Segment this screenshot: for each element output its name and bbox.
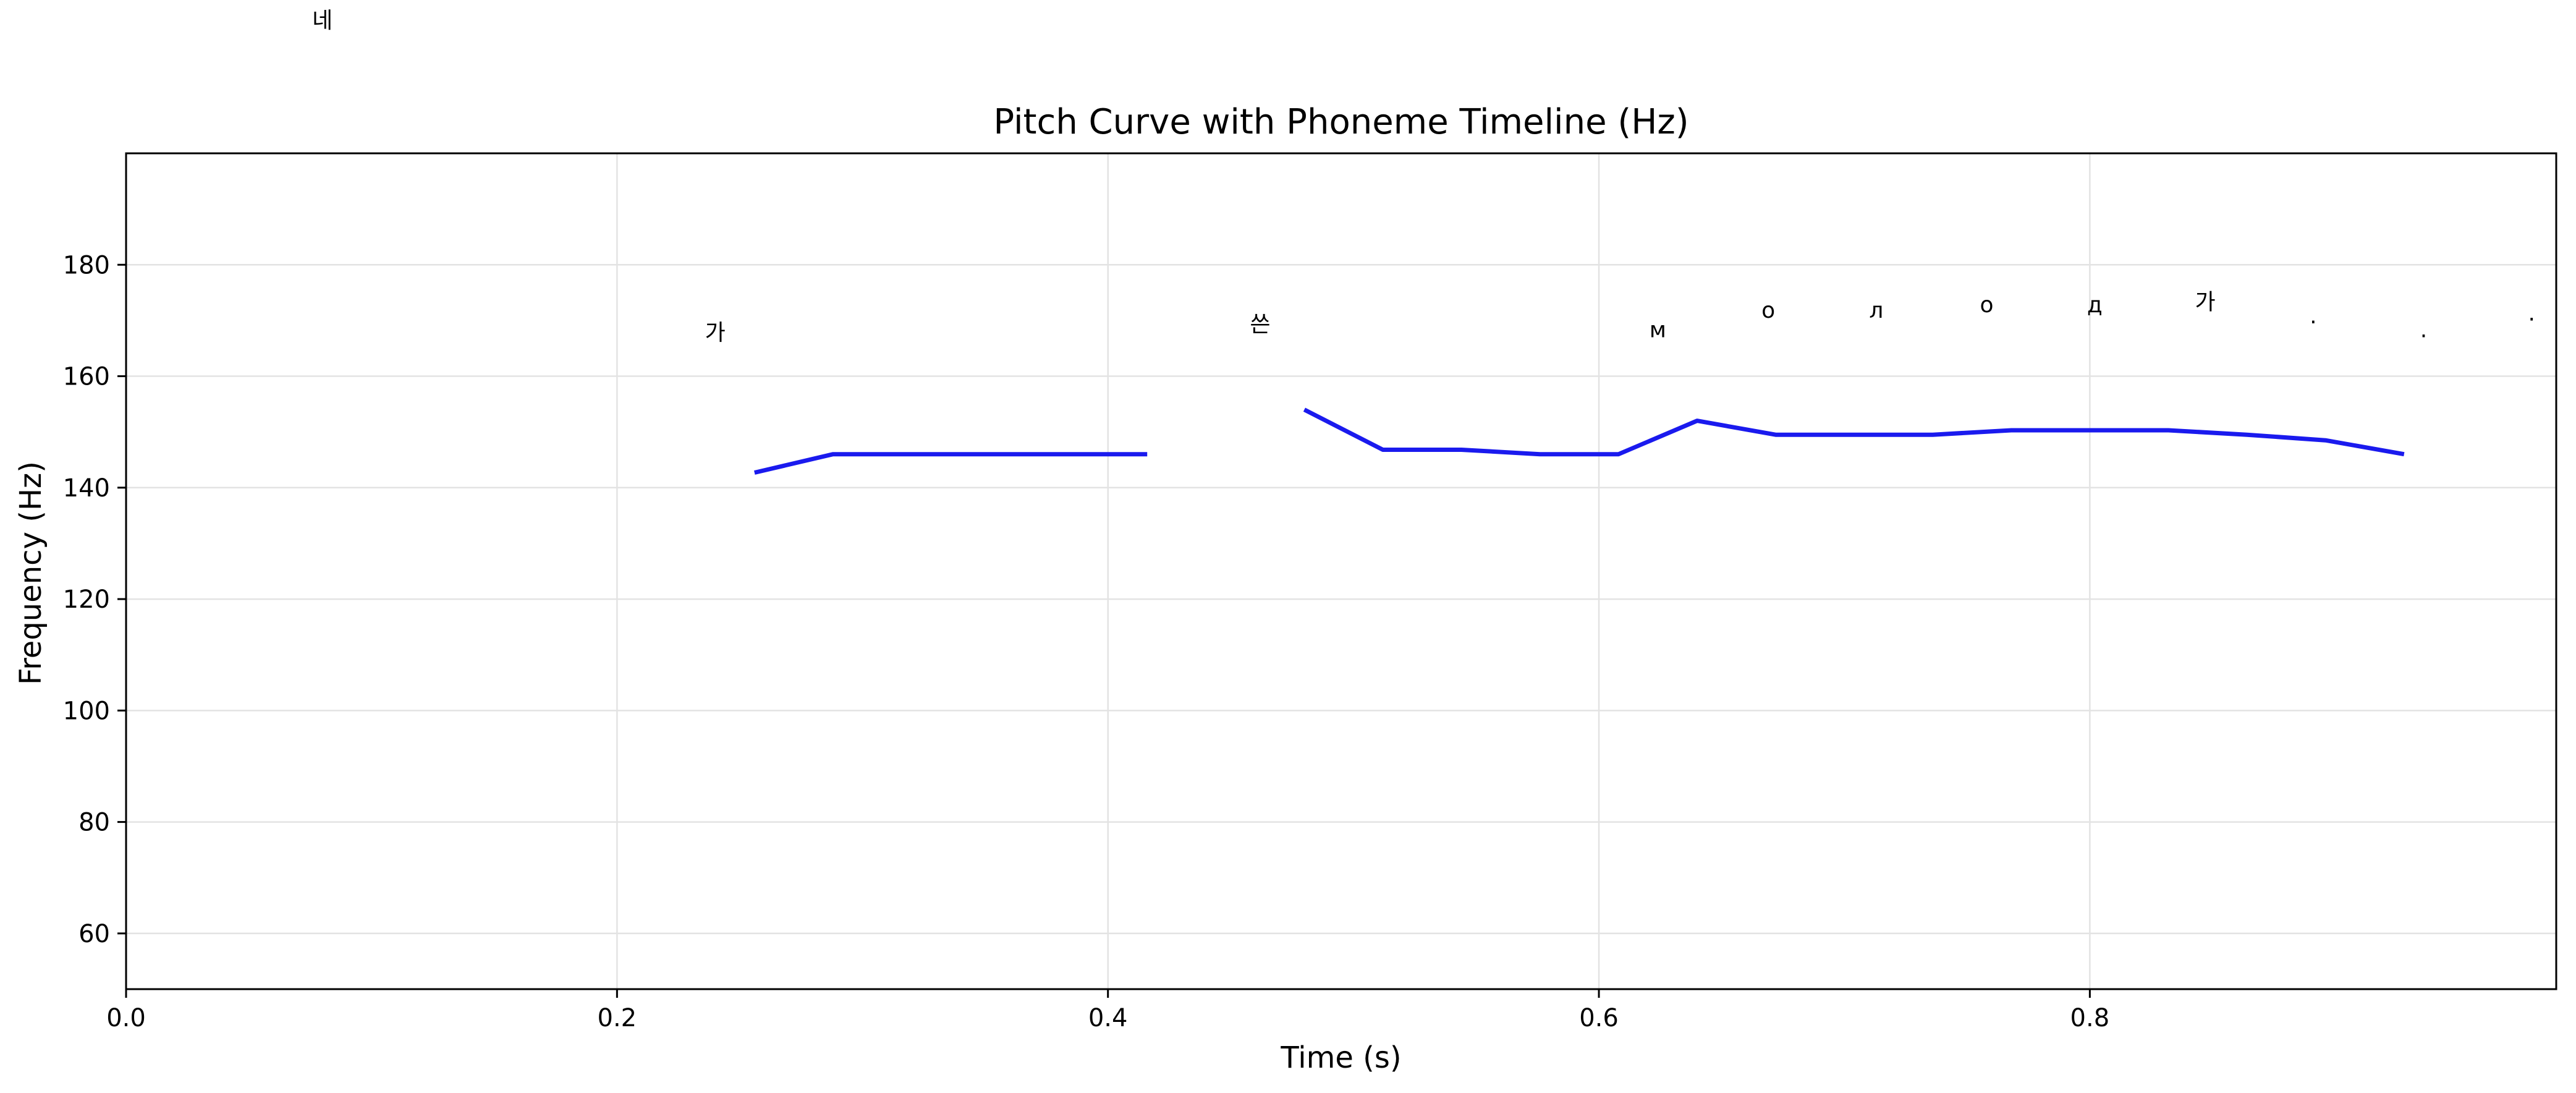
pitch-series bbox=[754, 407, 2405, 475]
phoneme-label: о bbox=[1761, 298, 1775, 323]
phoneme-label: д bbox=[2087, 292, 2103, 318]
y-tick-label: 120 bbox=[63, 585, 110, 614]
phoneme-annotations: 네가 쓴 мо л о д 가... bbox=[312, 8, 2535, 346]
phoneme-label: л bbox=[1869, 298, 1883, 323]
axis-ticks: 0.0 0.2 0.4 0.6 0.8 60 80 100 120 140 160 180 bbox=[63, 251, 2110, 1032]
phoneme-label: . bbox=[2528, 300, 2535, 326]
chart-title: Pitch Curve with Phoneme Timeline (Hz) bbox=[993, 102, 1688, 142]
y-tick-label: 160 bbox=[63, 363, 110, 391]
y-axis-label: Frequency (Hz) bbox=[14, 461, 48, 685]
y-tick-label: 60 bbox=[78, 920, 110, 948]
phoneme-label: 네 bbox=[312, 8, 333, 33]
x-axis-label: Time (s) bbox=[1280, 1040, 1401, 1075]
phoneme-label: . bbox=[2420, 317, 2427, 342]
grid-lines bbox=[125, 153, 2556, 989]
y-tick-label: 80 bbox=[78, 809, 110, 837]
phoneme-label: . bbox=[2310, 304, 2316, 329]
pitch-line-segment bbox=[754, 452, 1148, 475]
y-tick-label: 140 bbox=[63, 474, 110, 503]
phoneme-label: о bbox=[1980, 292, 1994, 318]
y-tick-label: 100 bbox=[63, 697, 110, 725]
y-tick-label: 180 bbox=[63, 251, 110, 279]
x-tick-label: 0.6 bbox=[1579, 1004, 1619, 1032]
phoneme-label: 가 bbox=[2195, 289, 2215, 315]
x-tick-label: 0.0 bbox=[106, 1004, 146, 1032]
pitch-line-segment bbox=[1303, 407, 2405, 457]
x-tick-label: 0.8 bbox=[2070, 1004, 2110, 1032]
phoneme-label: 쓴 bbox=[1250, 312, 1270, 337]
x-tick-label: 0.2 bbox=[598, 1004, 637, 1032]
x-tick-label: 0.4 bbox=[1088, 1004, 1128, 1032]
phoneme-label: м bbox=[1650, 317, 1666, 342]
phoneme-label: 가 bbox=[705, 320, 726, 346]
plot-area-frame bbox=[125, 152, 2557, 990]
